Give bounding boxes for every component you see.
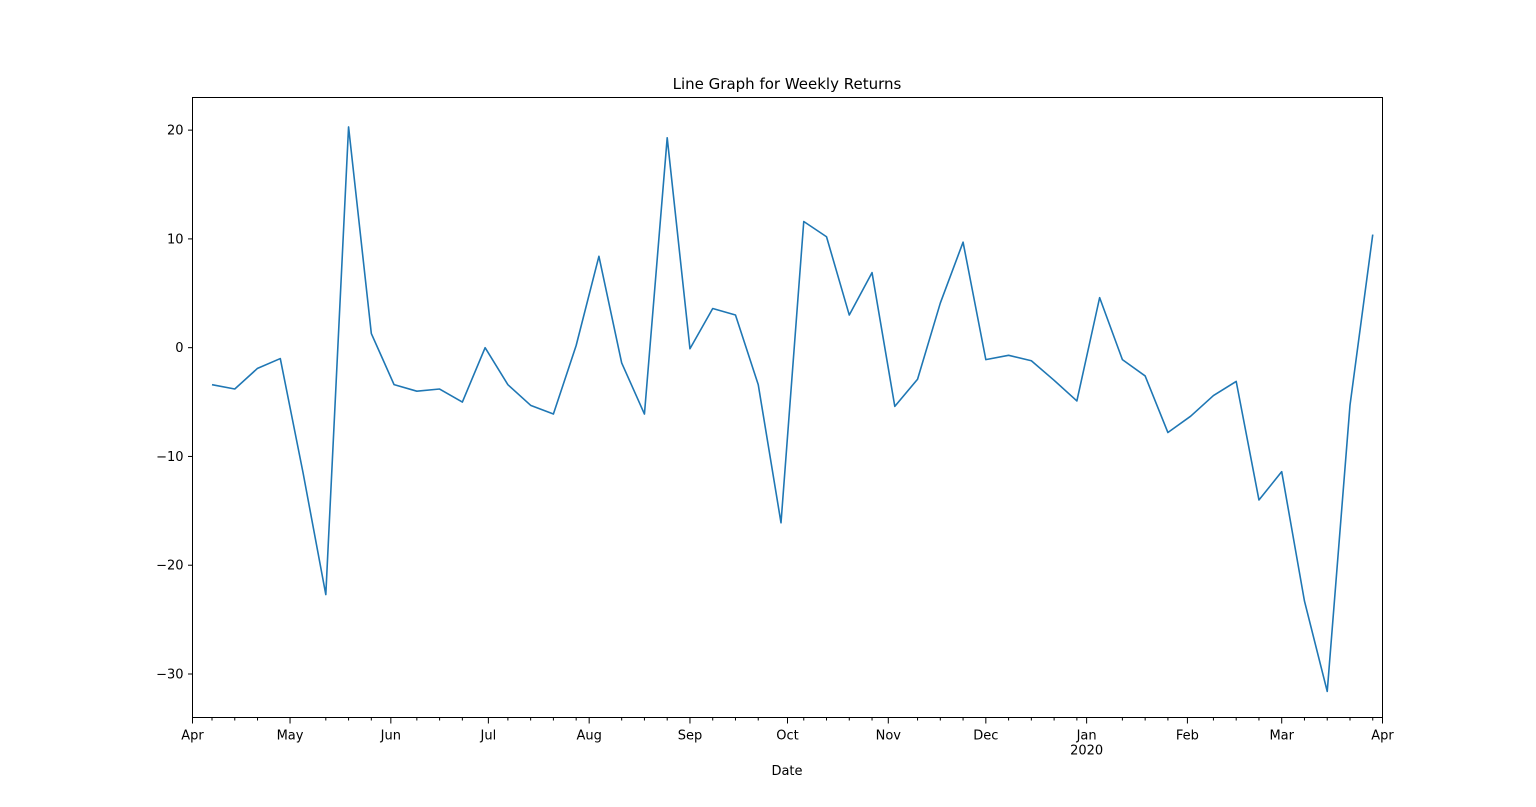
x-tick-label: Jan [1076,729,1097,744]
x-tick-label: May [277,729,304,744]
x-tick-label: Apr [181,729,204,744]
x-tick-label: Mar [1269,729,1294,744]
x-tick-label: Nov [876,729,902,744]
x-tick-label: Oct [776,729,798,744]
y-tick-label: 20 [167,124,184,139]
y-tick-label: −10 [156,450,183,465]
y-tick-label: −20 [156,559,183,574]
x-tick-label: Feb [1176,729,1199,744]
x-axis-label: Date [771,764,802,779]
x-tick-year-label: 2020 [1070,744,1103,759]
x-tick-label: Dec [973,729,998,744]
x-tick-label: Sep [678,729,703,744]
x-tick-label: Jun [380,729,401,744]
series-line-weekly-returns [211,126,1374,693]
y-axis: 20 10 0 −10 −20 −30 [156,124,193,682]
y-tick-label: 10 [167,232,184,247]
y-tick-label: −30 [156,667,183,682]
x-tick-label: Jul [480,729,497,744]
x-tick-label: Apr [1371,729,1394,744]
x-tick-label: Aug [576,729,601,744]
chart-title: Line Graph for Weekly Returns [673,75,902,93]
y-tick-label: 0 [175,341,183,356]
plot-area-frame [192,97,1383,718]
